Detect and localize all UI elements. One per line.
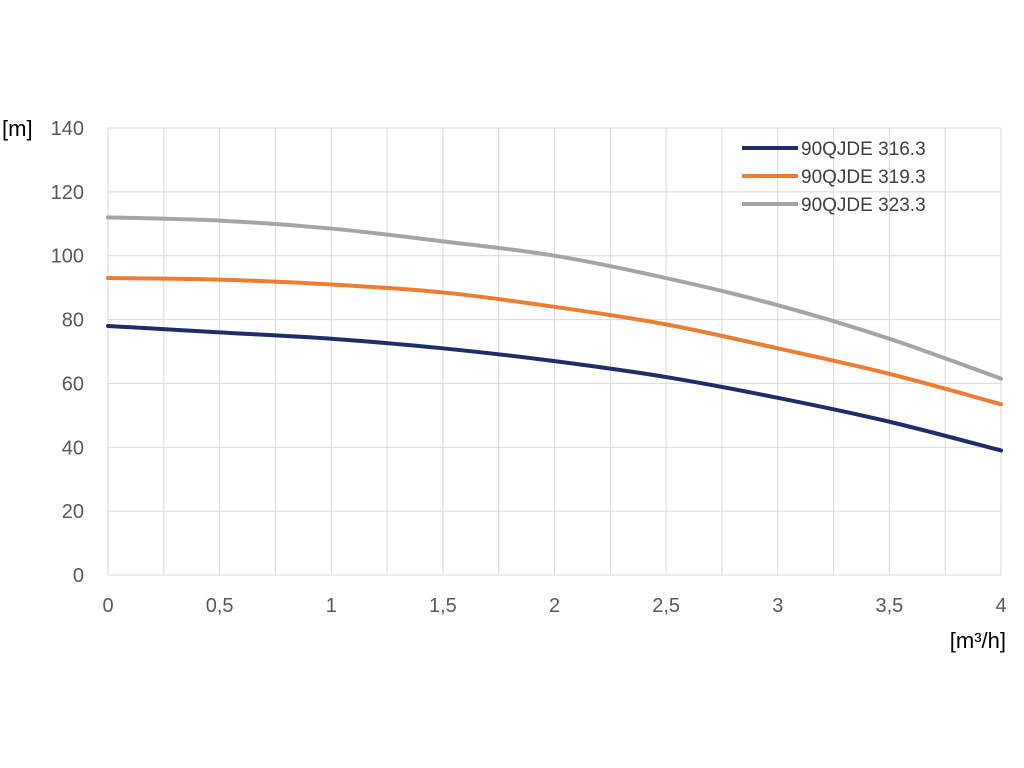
series-line-3 bbox=[106, 215, 1003, 381]
y-tick-label: 120 bbox=[51, 182, 84, 204]
series-line-2 bbox=[106, 276, 1003, 407]
y-axis-label: [m] bbox=[2, 116, 33, 141]
y-axis-ticks: 0 20 40 60 80 100 120 140 bbox=[51, 118, 84, 587]
series-line-1 bbox=[106, 323, 1003, 453]
y-tick-label: 0 bbox=[73, 565, 84, 587]
x-tick-label: 3,5 bbox=[875, 595, 903, 617]
x-tick-label: 4 bbox=[995, 595, 1006, 617]
x-tick-label: 2 bbox=[549, 595, 560, 617]
chart-gridlines bbox=[107, 127, 1002, 576]
chart-legend: 90QJDE 316.3 90QJDE 319.3 90QJDE 323.3 bbox=[742, 139, 926, 216]
x-tick-label: 1,5 bbox=[429, 595, 457, 617]
x-tick-label: 0,5 bbox=[206, 595, 234, 617]
legend-label: 90QJDE 316.3 bbox=[801, 139, 926, 160]
x-tick-label: 0 bbox=[102, 595, 113, 617]
y-tick-label: 40 bbox=[62, 437, 84, 459]
y-tick-label: 100 bbox=[51, 246, 84, 268]
x-tick-label: 3 bbox=[772, 595, 783, 617]
x-tick-label: 1 bbox=[326, 595, 337, 617]
x-axis-ticks: 0 0,5 1 1,5 2 2,5 3 3,5 4 bbox=[102, 595, 1006, 617]
y-tick-label: 80 bbox=[62, 310, 84, 332]
y-tick-label: 60 bbox=[62, 373, 84, 395]
x-tick-label: 2,5 bbox=[652, 595, 680, 617]
x-axis-label: [m³/h] bbox=[950, 628, 1006, 653]
chart-series bbox=[106, 215, 1003, 453]
legend-label: 90QJDE 319.3 bbox=[801, 167, 926, 188]
y-tick-label: 20 bbox=[62, 501, 84, 523]
legend-label: 90QJDE 323.3 bbox=[801, 195, 926, 216]
y-tick-label: 140 bbox=[51, 118, 84, 140]
